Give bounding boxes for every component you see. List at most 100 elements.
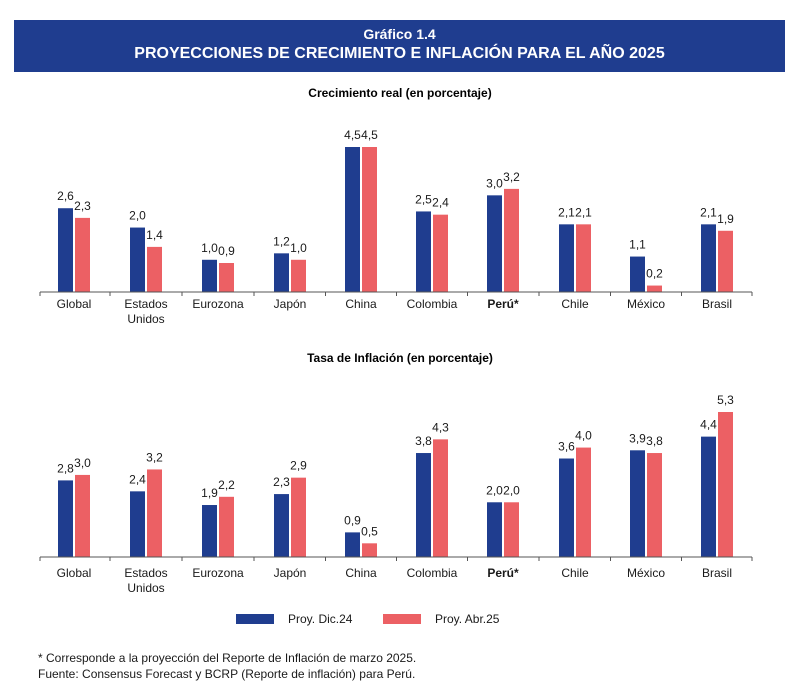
chart-title-2: Tasa de Inflación (en porcentaje) <box>307 351 493 365</box>
chart-title-1: Crecimiento real (en porcentaje) <box>308 86 491 100</box>
legend-swatch-dic24 <box>236 614 274 624</box>
bar-1-abr25-8 <box>647 285 662 292</box>
legend-item-abr25: Proy. Abr.25 <box>383 612 499 626</box>
data-label-1-dic24-8: 1,1 <box>629 238 646 252</box>
data-label-1-dic24-5: 2,5 <box>415 192 432 206</box>
bar-1-abr25-1 <box>147 246 162 292</box>
bar-2-abr25-2 <box>219 496 234 557</box>
legend: Proy. Dic.24 Proy. Abr.25 <box>0 612 800 632</box>
category-label-2-4: China <box>345 566 377 580</box>
bar-1-abr25-2 <box>219 263 234 292</box>
data-label-1-abr25-2: 0,9 <box>218 244 235 258</box>
data-label-1-abr25-4: 4,5 <box>361 128 378 142</box>
data-label-2-abr25-3: 2,9 <box>290 459 307 473</box>
legend-swatch-abr25 <box>383 614 421 624</box>
data-label-2-abr25-0: 3,0 <box>74 456 91 470</box>
bar-1-dic24-0 <box>58 208 73 292</box>
category-label-2-5: Colombia <box>407 566 458 580</box>
category-label-2-0: Global <box>57 566 92 580</box>
charts-canvas: Crecimiento real (en porcentaje)2,62,3Gl… <box>39 86 753 595</box>
bar-2-abr25-9 <box>718 412 733 557</box>
data-label-1-dic24-1: 2,0 <box>129 209 146 223</box>
category-label-2-7: Chile <box>561 566 589 580</box>
data-label-1-dic24-2: 1,0 <box>201 241 218 255</box>
category-label-1-7: Chile <box>561 297 589 311</box>
data-label-1-abr25-5: 2,4 <box>432 196 449 210</box>
category-label-2-3: Japón <box>274 566 307 580</box>
data-label-1-abr25-8: 0,2 <box>646 267 663 281</box>
bar-1-dic24-4 <box>345 147 360 292</box>
chart-number: Gráfico 1.4 <box>363 26 436 42</box>
data-label-2-dic24-9: 4,4 <box>700 418 717 432</box>
bar-2-abr25-5 <box>433 439 448 557</box>
data-label-1-dic24-4: 4,5 <box>344 128 361 142</box>
data-label-2-dic24-5: 3,8 <box>415 434 432 448</box>
bar-1-dic24-7 <box>559 224 574 292</box>
bar-1-dic24-2 <box>202 259 217 292</box>
category-label-1-2: Eurozona <box>192 297 244 311</box>
data-label-2-dic24-4: 0,9 <box>344 513 361 527</box>
bar-1-dic24-1 <box>130 227 145 292</box>
bar-2-abr25-4 <box>362 543 377 557</box>
category-label-1-5: Colombia <box>407 297 458 311</box>
data-label-2-dic24-7: 3,6 <box>558 440 575 454</box>
bar-2-dic24-3 <box>274 494 289 557</box>
data-label-1-dic24-7: 2,1 <box>558 205 575 219</box>
bar-1-dic24-5 <box>416 211 431 292</box>
data-label-1-abr25-1: 1,4 <box>146 228 163 242</box>
bar-2-dic24-9 <box>701 436 716 557</box>
bar-2-abr25-1 <box>147 469 162 557</box>
bar-2-abr25-7 <box>576 447 591 557</box>
data-label-2-abr25-5: 4,3 <box>432 420 449 434</box>
data-label-2-abr25-7: 4,0 <box>575 429 592 443</box>
category-label-1-8: México <box>627 297 665 311</box>
bar-1-abr25-0 <box>75 217 90 292</box>
legend-label-dic24: Proy. Dic.24 <box>288 612 353 626</box>
category-label-2-9: Brasil <box>702 566 732 580</box>
data-label-2-abr25-6: 2,0 <box>503 483 520 497</box>
bar-2-dic24-1 <box>130 491 145 557</box>
bar-1-abr25-6 <box>504 188 519 292</box>
data-label-2-abr25-8: 3,8 <box>646 434 663 448</box>
data-label-2-abr25-9: 5,3 <box>717 393 734 407</box>
data-label-2-dic24-0: 2,8 <box>57 461 74 475</box>
data-label-1-abr25-3: 1,0 <box>290 241 307 255</box>
category-label-2-1: Estados Unidos <box>124 566 167 595</box>
category-label-1-9: Brasil <box>702 297 732 311</box>
bar-1-dic24-3 <box>274 253 289 292</box>
data-label-2-dic24-8: 3,9 <box>629 431 646 445</box>
bar-1-abr25-9 <box>718 230 733 292</box>
data-label-2-abr25-4: 0,5 <box>361 524 378 538</box>
category-label-1-0: Global <box>57 297 92 311</box>
bar-2-abr25-8 <box>647 453 662 557</box>
chart-main-title: PROYECCIONES DE CRECIMIENTO E INFLACIÓN … <box>134 45 665 62</box>
data-label-2-dic24-6: 2,0 <box>486 483 503 497</box>
data-label-1-dic24-9: 2,1 <box>700 205 717 219</box>
bar-1-abr25-5 <box>433 214 448 292</box>
source-note: Fuente: Consensus Forecast y BCRP (Repor… <box>38 667 416 681</box>
data-label-2-dic24-3: 2,3 <box>273 475 290 489</box>
data-label-1-abr25-9: 1,9 <box>717 212 734 226</box>
data-label-1-abr25-7: 2,1 <box>575 205 592 219</box>
bar-2-abr25-0 <box>75 474 90 557</box>
chart-banner: Gráfico 1.4 PROYECCIONES DE CRECIMIENTO … <box>14 20 785 72</box>
bar-2-dic24-4 <box>345 532 360 557</box>
category-label-2-2: Eurozona <box>192 566 244 580</box>
category-label-1-1: Estados Unidos <box>124 297 167 326</box>
data-label-2-abr25-2: 2,2 <box>218 478 235 492</box>
bar-1-dic24-6 <box>487 195 502 292</box>
legend-item-dic24: Proy. Dic.24 <box>236 612 352 626</box>
category-label-2-6: Perú* <box>487 566 519 580</box>
bar-1-abr25-4 <box>362 147 377 292</box>
data-label-2-dic24-2: 1,9 <box>201 486 218 500</box>
data-label-2-abr25-1: 3,2 <box>146 450 163 464</box>
data-label-1-dic24-3: 1,2 <box>273 234 290 248</box>
bar-2-dic24-7 <box>559 458 574 557</box>
bar-1-abr25-7 <box>576 224 591 292</box>
bar-1-dic24-8 <box>630 256 645 292</box>
category-label-2-8: México <box>627 566 665 580</box>
bar-1-dic24-9 <box>701 224 716 292</box>
data-label-1-abr25-0: 2,3 <box>74 199 91 213</box>
category-label-1-3: Japón <box>274 297 307 311</box>
legend-label-abr25: Proy. Abr.25 <box>435 612 500 626</box>
